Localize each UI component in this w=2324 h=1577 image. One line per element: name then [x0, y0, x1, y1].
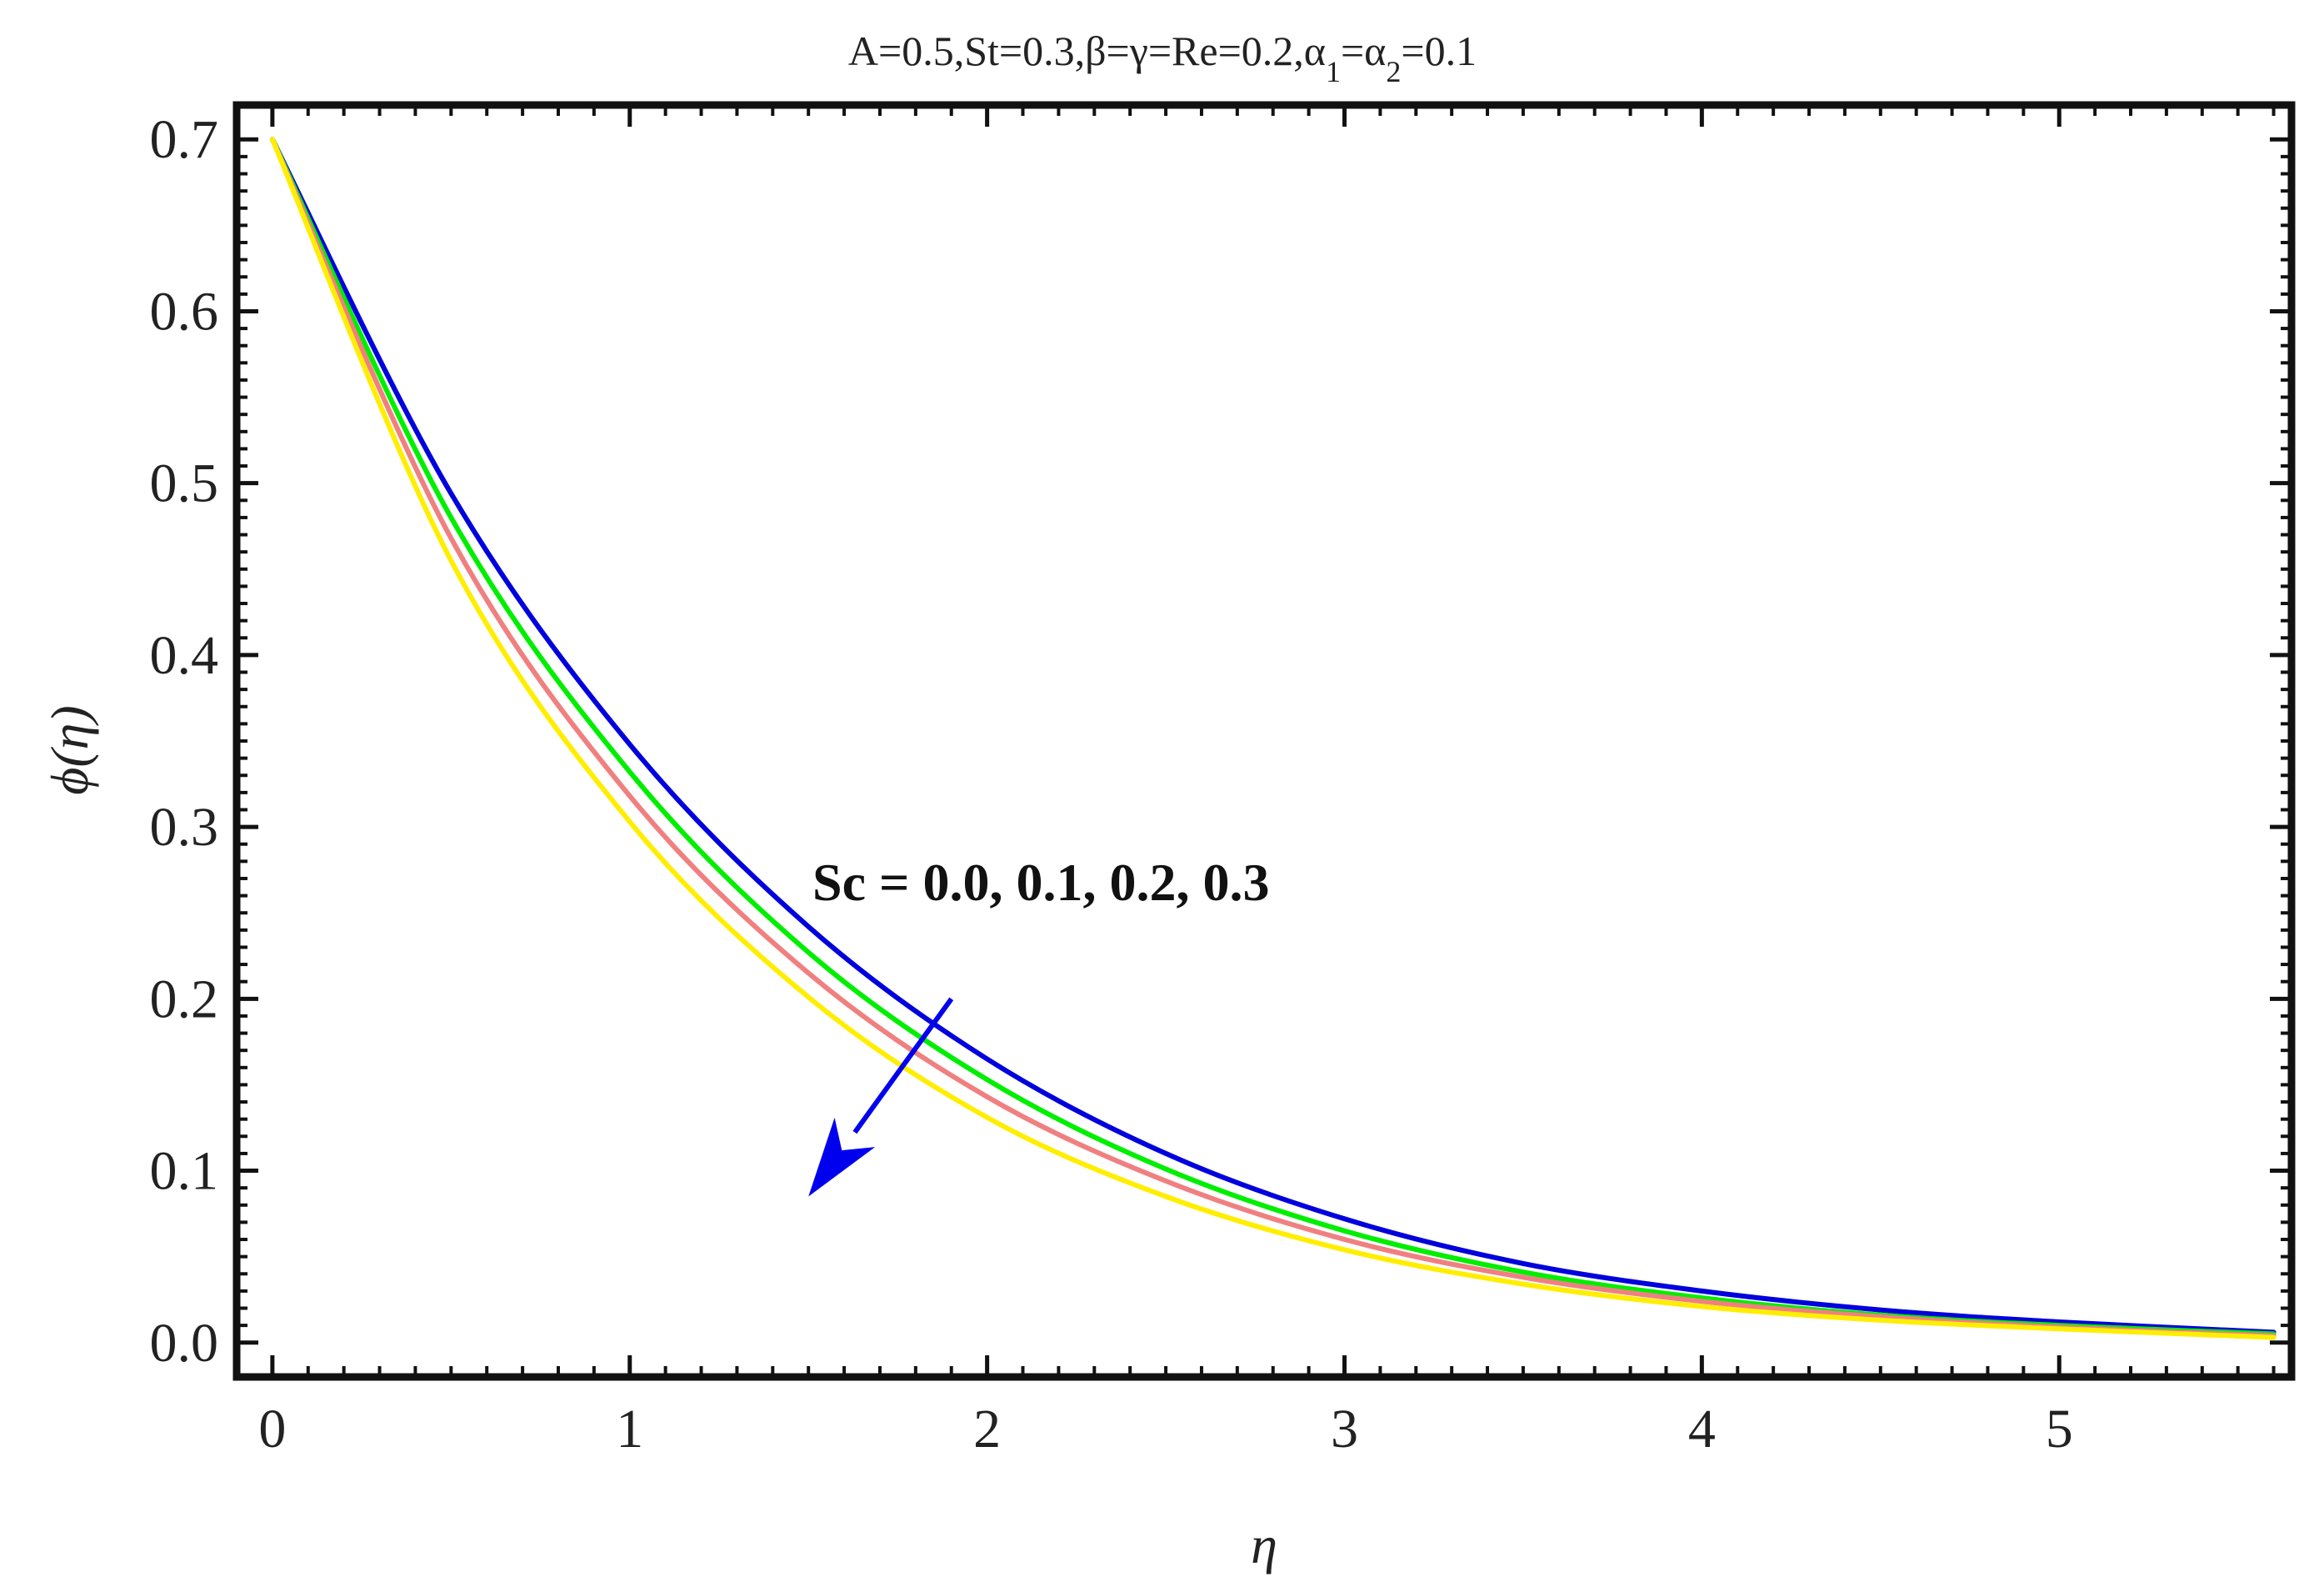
y-axis-title: ϕ(η) [40, 705, 99, 795]
annotation-arrow-shaft [852, 997, 954, 1134]
title-part: =α [1341, 28, 1386, 74]
title-subscript: 1 [1326, 55, 1341, 88]
series-line-4 [269, 137, 2277, 1340]
x-tick-label: 1 [616, 1399, 643, 1459]
series-layer [269, 137, 2277, 1340]
y-tick-label: 0.4 [150, 625, 219, 686]
x-tick-label: 2 [973, 1399, 1001, 1459]
y-tick-label: 0.0 [150, 1313, 219, 1374]
y-tick-label: 0.2 [150, 969, 219, 1029]
series-line-3 [269, 137, 2277, 1339]
annotation-label: Sc = 0.0, 0.1, 0.2, 0.3 [812, 853, 1269, 912]
title-subscript: 2 [1386, 55, 1401, 88]
annotation-arrow-head [808, 1117, 876, 1197]
x-tick-label: 4 [1688, 1399, 1716, 1459]
annotation-layer: Sc = 0.0, 0.1, 0.2, 0.3 [808, 853, 1269, 1197]
chart-title: A=0.5,St=0.3,β=γ=Re=0.2,α1=α2=0.1 [848, 28, 1477, 88]
y-tick-label: 0.1 [150, 1141, 219, 1202]
y-tick-label: 0.6 [150, 281, 219, 342]
x-ticks: 0 1 2 3 4 5 [235, 105, 2276, 1459]
x-tick-label: 3 [1331, 1399, 1358, 1459]
y-tick-label: 0.3 [150, 797, 219, 858]
title-part: A=0.5,St=0.3,β=γ=Re=0.2,α [848, 28, 1326, 74]
title-part: =0.1 [1401, 28, 1477, 74]
series-line-1 [269, 137, 2277, 1335]
x-axis-title: η [1251, 1515, 1277, 1574]
x-tick-label: 0 [258, 1399, 286, 1459]
y-ticks: 0.0 0.1 0.2 0.3 0.4 0.5 0.6 0.7 [150, 109, 2292, 1374]
y-tick-label: 0.7 [150, 109, 219, 170]
y-tick-label: 0.5 [150, 453, 219, 514]
x-tick-label: 5 [2046, 1399, 2073, 1459]
series-line-2 [269, 137, 2277, 1337]
plot-frame [232, 101, 2296, 1381]
